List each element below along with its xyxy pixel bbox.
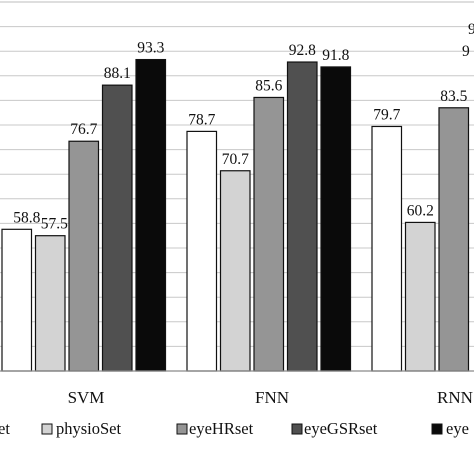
data-label: 92.8 [289, 42, 316, 59]
bar-fnn-4 [320, 66, 352, 372]
data-label: 60.2 [407, 202, 434, 219]
data-label: 70.7 [222, 151, 249, 168]
legend-label: physioSet [56, 419, 122, 438]
legend-swatch [431, 423, 443, 435]
data-label: 91.8 [322, 47, 349, 64]
data-label: 93.3 [137, 40, 164, 57]
category-label: FNN [255, 388, 289, 407]
bar-rnn-0 [371, 125, 403, 372]
bar-svm-3 [101, 84, 133, 372]
data-label-clipped: 9 [468, 21, 474, 38]
legend-label: eye [446, 419, 469, 438]
data-label: 78.7 [188, 111, 215, 128]
data-label-clipped: 9 [462, 43, 470, 60]
data-labels: 58.8 57.5 76.7 88.1 93.3 78.7 70.7 85.6 92.8 91.8… [13, 21, 474, 233]
legend-swatch [41, 423, 53, 435]
bar-fnn-3 [286, 61, 318, 372]
legend-label: eyeHRset [189, 419, 254, 438]
legend: et physioSet eyeHRset eyeGSRset eye [0, 419, 469, 438]
bar-fnn-0 [186, 130, 218, 372]
legend-label: et [0, 419, 10, 438]
bar-rnn-2 [438, 107, 470, 372]
bars [1, 58, 470, 372]
legend-swatch [176, 423, 188, 435]
data-label: 83.5 [440, 88, 467, 105]
category-label: SVM [68, 388, 105, 407]
bar-fnn-2 [253, 96, 285, 372]
bar-svm-4 [135, 58, 167, 372]
legend-label: eyeGSRset [304, 419, 378, 438]
bar-svm-2 [68, 140, 100, 372]
data-label: 57.5 [41, 216, 68, 233]
data-label: 76.7 [70, 121, 97, 138]
legend-swatch [291, 423, 303, 435]
category-label: RNN [437, 388, 473, 407]
data-label: 85.6 [255, 77, 282, 94]
category-labels: SVM FNN RNN [68, 388, 473, 407]
bar-svm-1 [34, 235, 66, 372]
bar-fnn-1 [219, 170, 251, 372]
data-label: 88.1 [104, 65, 131, 82]
bar-rnn-1 [404, 221, 436, 372]
data-label: 58.8 [13, 209, 40, 226]
bar-svm-0 [1, 228, 33, 372]
data-label: 79.7 [373, 106, 400, 123]
